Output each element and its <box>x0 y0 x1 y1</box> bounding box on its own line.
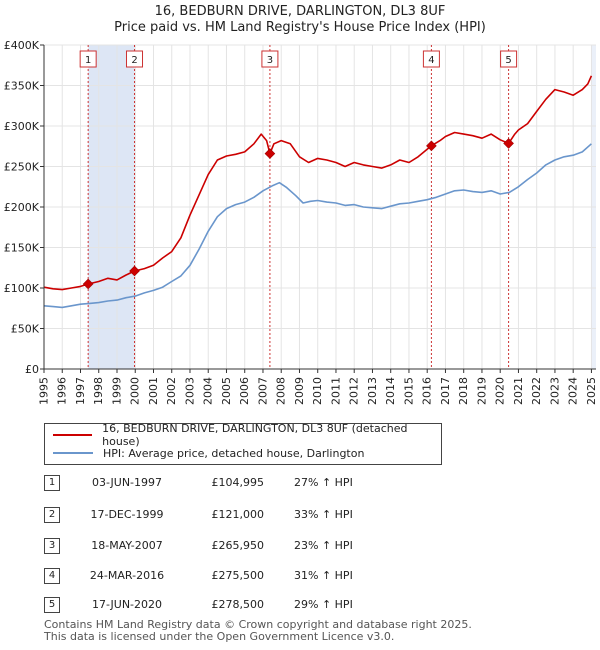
y-tick-label: £250K <box>4 161 40 174</box>
sale-price: £275,500 <box>211 569 265 582</box>
legend-label-hpi: HPI: Average price, detached house, Darl… <box>103 446 365 460</box>
sale-label: 2 <box>131 55 137 66</box>
sale-label: 1 <box>85 55 91 66</box>
sale-number-badge: 3 <box>44 538 60 554</box>
y-tick-label: £400K <box>4 39 40 52</box>
y-tick-label: £0 <box>25 363 39 376</box>
sale-price: £265,950 <box>211 539 265 552</box>
x-tick-label: 2002 <box>165 377 178 405</box>
sale-label-box <box>261 50 279 68</box>
legend-label-property: 16, BEDBURN DRIVE, DARLINGTON, DL3 8UF (… <box>102 422 408 448</box>
chart-subtitle: Price paid vs. HM Land Registry's House … <box>114 20 486 35</box>
hpi-line <box>43 143 592 309</box>
sale-hpi-change: 23% ↑ HPI <box>294 539 353 552</box>
x-tick-label: 1996 <box>56 377 69 405</box>
x-tick-label: 2019 <box>475 377 488 405</box>
legend-item-hpi: HPI: Average price, detached house, Darl… <box>53 445 364 461</box>
x-tick-label: 2003 <box>183 377 196 405</box>
sale-hpi-change: 29% ↑ HPI <box>294 598 353 611</box>
legend: 16, BEDBURN DRIVE, DARLINGTON, DL3 8UF (… <box>44 422 442 465</box>
x-tick-label: 2010 <box>311 377 324 405</box>
x-tick-label: 1995 <box>38 377 51 405</box>
x-tick-label: 1998 <box>92 377 105 405</box>
x-tick-label: 2024 <box>567 377 580 405</box>
footer: Contains HM Land Registry data © Crown c… <box>44 619 472 643</box>
x-tick-label: 2018 <box>457 377 470 405</box>
sale-hpi-change: 31% ↑ HPI <box>294 569 353 582</box>
sale-point <box>503 138 514 149</box>
y-tick-label: £50K <box>11 323 40 336</box>
x-tick-label: 2012 <box>348 377 361 405</box>
x-tick-label: 2021 <box>512 377 525 405</box>
x-tick-label: 2006 <box>238 377 251 405</box>
sale-price: £278,500 <box>211 598 265 611</box>
x-tick-label: 2014 <box>384 377 397 405</box>
x-tick-label: 2023 <box>548 377 561 405</box>
x-tick-label: 2009 <box>293 377 306 405</box>
sale-date: 18-MAY-2007 <box>91 539 163 552</box>
sale-number-badge: 5 <box>44 597 60 613</box>
sale-date: 24-MAR-2016 <box>89 569 165 582</box>
sale-label-box <box>422 50 440 68</box>
x-tick-label: 2004 <box>202 377 215 405</box>
sale-label-box <box>79 50 97 68</box>
x-tick-label: 2020 <box>494 377 507 405</box>
footer-licence: This data is licensed under the Open Gov… <box>44 630 395 643</box>
x-tick-label: 1997 <box>74 377 87 405</box>
x-tick-label: 2000 <box>129 377 142 405</box>
x-tick-label: 2011 <box>329 377 342 405</box>
sale-date: 17-DEC-1999 <box>90 508 164 521</box>
sale-point <box>264 148 276 159</box>
x-tick-label: 2017 <box>439 377 452 405</box>
x-tick-label: 2008 <box>275 377 288 405</box>
x-tick-label: 2016 <box>421 377 434 405</box>
sale-number-badge: 1 <box>44 475 60 491</box>
x-tick-label: 2007 <box>256 377 269 405</box>
y-tick-label: £100K <box>4 282 40 295</box>
x-tick-label: 1999 <box>110 377 123 405</box>
chart-title: 16, BEDBURN DRIVE, DARLINGTON, DL3 8UF <box>155 4 446 19</box>
legend-item-property: 16, BEDBURN DRIVE, DARLINGTON, DL3 8UF (… <box>53 422 441 448</box>
sale-hpi-change: 27% ↑ HPI <box>294 476 353 489</box>
x-tick-label: 2013 <box>366 377 379 405</box>
footer-copyright: Contains HM Land Registry data © Crown c… <box>44 618 472 631</box>
sale-label: 5 <box>505 55 511 66</box>
y-tick-label: £350K <box>4 80 40 93</box>
y-tick-label: £200K <box>4 201 40 214</box>
sale-hpi-change: 33% ↑ HPI <box>294 508 353 521</box>
sale-label: 4 <box>428 55 434 66</box>
y-tick-label: £300K <box>4 120 40 133</box>
sale-point <box>129 265 140 277</box>
sale-label: 3 <box>267 55 273 66</box>
x-tick-label: 2022 <box>530 377 543 405</box>
sale-point <box>82 278 94 290</box>
sale-label-box <box>126 50 144 68</box>
sale-price: £121,000 <box>211 508 265 521</box>
sale-number-badge: 4 <box>44 568 60 584</box>
sale-label-box <box>500 50 518 68</box>
x-tick-label: 2001 <box>147 377 160 405</box>
sale-date: 17-JUN-2020 <box>91 598 163 611</box>
y-tick-label: £150K <box>4 242 40 255</box>
x-tick-label: 2025 <box>585 377 598 405</box>
sale-number-badge: 2 <box>44 507 60 523</box>
x-tick-label: 2005 <box>220 377 233 405</box>
legend-swatch-property <box>53 434 93 436</box>
x-tick-label: 2015 <box>402 377 415 405</box>
price-chart: 16, BEDBURN DRIVE, DARLINGTON, DL3 8UF P… <box>4 4 598 405</box>
sale-price: £104,995 <box>211 476 265 489</box>
sale-date: 03-JUN-1997 <box>91 476 163 489</box>
legend-swatch-hpi <box>53 452 93 454</box>
sale-point <box>426 140 437 152</box>
